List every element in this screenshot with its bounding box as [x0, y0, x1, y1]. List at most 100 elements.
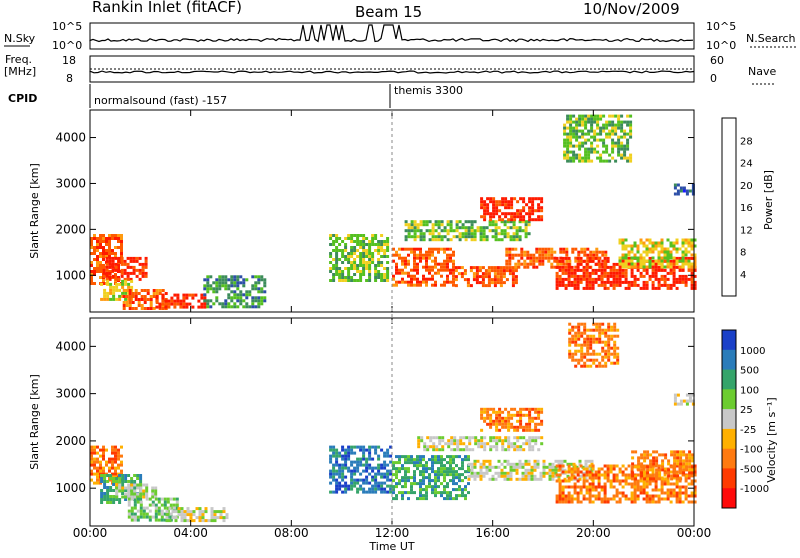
data-cell: [446, 265, 449, 269]
data-cell: [501, 197, 505, 201]
data-cell: [112, 297, 116, 301]
data-cell: [499, 284, 503, 288]
data-cell: [598, 352, 602, 356]
data-cell: [612, 262, 616, 266]
data-cell: [453, 436, 457, 440]
data-cell: [637, 462, 641, 466]
data-cell: [553, 256, 557, 260]
data-cell: [182, 296, 186, 300]
data-cell: [630, 265, 634, 269]
data-cell: [126, 277, 130, 281]
data-cell: [646, 456, 650, 460]
data-cell: [584, 132, 588, 136]
data-cell: [649, 477, 653, 481]
data-cell: [505, 262, 509, 266]
data-cell: [410, 247, 413, 251]
data-cell: [607, 355, 611, 359]
data-cell: [344, 460, 348, 464]
data-cell: [569, 126, 573, 130]
data-cell: [422, 265, 425, 269]
data-cell: [136, 518, 140, 522]
data-cell: [470, 229, 474, 233]
data-cell: [519, 218, 523, 222]
data-cell: [443, 473, 446, 477]
data-cell: [687, 500, 691, 504]
data-cell: [510, 445, 514, 449]
data-cell: [145, 495, 149, 499]
data-cell: [693, 238, 697, 242]
data-cell: [105, 255, 108, 258]
data-cell: [566, 150, 570, 154]
data-cell: [637, 468, 641, 472]
data-cell: [413, 283, 416, 287]
data-cell: [693, 286, 697, 290]
data-cell: [511, 275, 515, 279]
data-cell: [480, 197, 484, 201]
data-cell: [151, 495, 155, 499]
data-cell: [356, 243, 360, 246]
data-cell: [127, 500, 131, 504]
data-cell: [359, 240, 363, 243]
data-cell: [230, 284, 234, 288]
data-cell: [90, 463, 93, 467]
data-cell: [386, 243, 390, 246]
data-cell: [102, 258, 105, 261]
data-cell: [383, 454, 387, 458]
data-cell: [383, 252, 387, 255]
data-cell: [90, 279, 93, 282]
data-cell: [121, 285, 125, 289]
data-cell: [690, 262, 694, 266]
data-cell: [575, 465, 579, 469]
data-cell: [660, 238, 664, 242]
data-cell: [404, 247, 407, 251]
data-cell: [491, 235, 495, 239]
data-cell: [617, 141, 621, 145]
data-cell: [675, 238, 679, 242]
data-cell: [476, 471, 480, 475]
data-cell: [96, 460, 99, 464]
ytick-label: 1000: [55, 481, 86, 495]
data-cell: [690, 247, 694, 251]
cbar-frame: [721, 329, 737, 509]
cbar-tick-label: 1000: [740, 346, 765, 357]
data-cell: [419, 464, 422, 468]
data-cell: [550, 256, 554, 260]
data-cell: [115, 480, 119, 483]
data-cell: [362, 252, 366, 255]
data-cell: [627, 250, 631, 254]
data-cell: [353, 258, 357, 261]
data-cell: [383, 487, 387, 491]
data-cell: [636, 268, 640, 272]
data-cell: [335, 270, 339, 273]
data-cell: [591, 488, 595, 492]
data-cell: [446, 220, 450, 224]
data-cell: [633, 283, 637, 287]
data-cell: [329, 490, 333, 494]
data-cell: [627, 256, 631, 260]
data-cell: [586, 343, 590, 347]
data-cell: [621, 479, 625, 483]
data-cell: [440, 238, 444, 242]
data-cell: [160, 509, 164, 513]
data-cell: [487, 278, 491, 282]
data-cell: [533, 462, 537, 466]
data-cell: [475, 281, 479, 285]
data-cell: [215, 290, 219, 294]
data-cell: [505, 247, 509, 251]
data-cell: [569, 141, 573, 145]
data-cell: [658, 468, 662, 472]
data-cell: [431, 265, 434, 269]
data-cell: [524, 477, 528, 481]
data-cell: [567, 283, 571, 287]
data-cell: [350, 276, 354, 279]
data-cell: [573, 485, 577, 489]
data-cell: [141, 265, 145, 269]
data-cell: [681, 262, 685, 266]
data-cell: [503, 477, 507, 481]
data-cell: [344, 463, 348, 467]
data-cell: [657, 268, 661, 272]
data-cell: [667, 474, 671, 478]
data-cell: [580, 343, 584, 347]
data-cell: [458, 485, 461, 489]
data-cell: [693, 467, 697, 471]
